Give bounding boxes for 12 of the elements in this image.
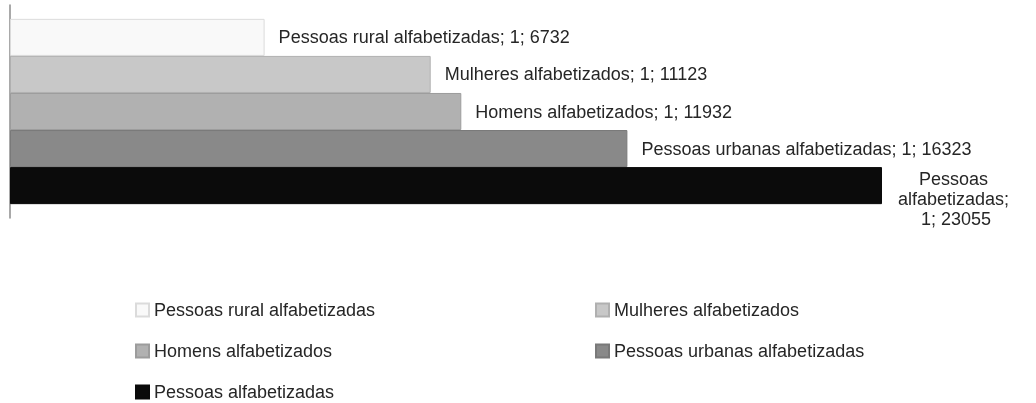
bar xyxy=(10,167,882,205)
legend-label: Pessoas alfabetizadas xyxy=(154,382,335,402)
legend-label: Pessoas rural alfabetizadas xyxy=(154,300,376,320)
data-label: Mulheres alfabetizados; 1; 11123 xyxy=(444,64,708,85)
legend-label: Pessoas urbanas alfabetizadas xyxy=(614,341,865,361)
legend-label: Homens alfabetizados xyxy=(154,341,333,361)
data-label: Pessoas urbanas alfabetizadas; 1; 16323 xyxy=(641,138,972,159)
data-label: Pessoas rural alfabetizadas; 1; 6732 xyxy=(278,27,570,48)
data-label: Pessoas alfabetizadas; 1; 23055 xyxy=(897,169,1015,230)
legend-label: Mulheres alfabetizados xyxy=(614,300,800,320)
data-label: Homens alfabetizados; 1; 11932 xyxy=(475,101,733,122)
bar xyxy=(10,18,265,56)
